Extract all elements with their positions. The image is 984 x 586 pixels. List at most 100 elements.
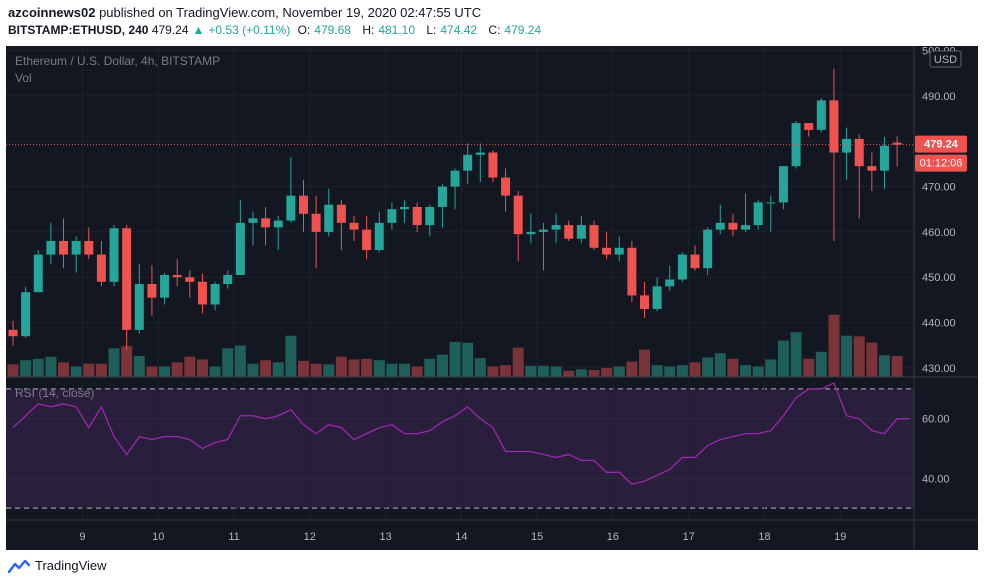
candle-body: [109, 228, 119, 282]
volume-bar: [247, 363, 259, 377]
candle-body: [892, 142, 902, 145]
time-tick-label: 16: [607, 531, 619, 543]
volume-bar: [58, 362, 70, 377]
volume-bar: [159, 366, 171, 377]
candle-body: [172, 274, 182, 278]
volume-bar: [297, 360, 309, 377]
volume-bar: [424, 358, 436, 377]
candlestick-chart[interactable]: 430.00440.00450.00460.00470.00480.00490.…: [6, 46, 978, 550]
volume-bar: [146, 366, 158, 377]
volume-bar: [702, 357, 714, 377]
candle-body: [450, 170, 460, 187]
candle-body: [475, 152, 485, 155]
candle-body: [463, 154, 473, 171]
candle-body: [400, 206, 410, 210]
price-tick-label: 490.00: [922, 91, 956, 103]
candle-body: [753, 202, 763, 226]
volume-bar: [348, 359, 360, 377]
volume-bar: [449, 342, 461, 377]
volume-bar: [525, 365, 537, 377]
volume-bar: [689, 362, 701, 377]
candle-body: [387, 209, 397, 223]
candle-body: [46, 240, 56, 255]
volume-bar: [20, 360, 32, 377]
candle-body: [235, 222, 245, 275]
volume-bar: [373, 360, 385, 377]
volume-bar: [411, 366, 423, 377]
candle-body: [362, 229, 372, 251]
volume-bar: [70, 366, 82, 377]
time-tick-label: 10: [152, 531, 164, 543]
ohlc-line: BITSTAMP:ETHUSD, 240 479.24 ▲ +0.53 (+0.11…: [8, 23, 978, 41]
candle-body: [286, 195, 296, 221]
volume-bar: [234, 345, 246, 377]
currency-badge[interactable]: [929, 50, 962, 68]
volume-bar: [285, 335, 297, 377]
candle-body: [349, 222, 359, 230]
candle-body: [147, 284, 157, 298]
last-price: 479.24: [151, 23, 189, 37]
candle-body: [703, 229, 713, 269]
volume-bar: [487, 366, 499, 377]
candle-body: [8, 329, 18, 337]
volume-bar: [474, 358, 486, 377]
volume-bar: [803, 358, 815, 377]
candle-body: [816, 100, 826, 130]
last-price-tag: [915, 135, 967, 153]
candle-body: [488, 152, 498, 178]
volume-bar: [588, 370, 600, 377]
time-tick-label: 9: [79, 531, 85, 543]
symbol-label: BITSTAMP:ETHUSD, 240: [8, 23, 149, 37]
change-value: +0.53 (+0.11%): [208, 23, 291, 37]
volume-bar: [626, 361, 638, 377]
time-tick-label: 18: [758, 531, 770, 543]
candle-body: [298, 195, 308, 214]
candle-body: [374, 222, 384, 251]
time-tick-label: 17: [683, 531, 695, 543]
tradingview-logo-icon: [8, 559, 30, 573]
candle-body: [842, 138, 852, 153]
volume-bar: [121, 346, 133, 377]
footer-brand[interactable]: TradingView: [8, 558, 107, 573]
main-series-title: Ethereum / U.S. Dollar, 4h, BITSTAMP: [15, 54, 220, 68]
rsi-tick-label: 60.00: [922, 414, 950, 426]
candle-body: [867, 166, 877, 171]
candle-body: [589, 225, 599, 248]
volume-bar: [537, 365, 549, 377]
candle-body: [261, 218, 271, 228]
volume-label: Vol: [15, 71, 32, 85]
volume-bar: [386, 363, 398, 377]
candle-body: [677, 254, 687, 280]
volume-bar: [335, 356, 347, 377]
volume-bar: [399, 363, 411, 377]
time-tick-label: 15: [531, 531, 543, 543]
footer-brand-text: TradingView: [35, 558, 107, 573]
candle-body: [526, 231, 536, 235]
candle-body: [96, 254, 106, 282]
volume-bar: [196, 359, 208, 377]
volume-bar: [184, 356, 196, 377]
volume-bar: [613, 366, 625, 377]
volume-bar: [361, 358, 373, 377]
candle-body: [425, 206, 435, 226]
author-name[interactable]: azcoinnews02: [8, 5, 96, 20]
candle-body: [854, 138, 864, 167]
candle-body: [248, 218, 258, 223]
volume-bar: [891, 356, 903, 377]
candle-body: [412, 206, 422, 226]
volume-bar: [108, 348, 120, 377]
candle-body: [59, 240, 69, 255]
volume-bar: [853, 336, 865, 377]
volume-bar: [828, 314, 840, 377]
rsi-label: RSI (14, close): [15, 386, 94, 400]
volume-bar: [45, 356, 57, 377]
candle-body: [134, 284, 144, 330]
candle-body: [71, 240, 81, 255]
candle-body: [33, 254, 43, 293]
volume-bar: [777, 340, 789, 377]
volume-bar: [171, 362, 183, 377]
candle-body: [185, 277, 195, 282]
candle-body: [665, 279, 675, 287]
candle-body: [715, 222, 725, 230]
candle-body: [640, 295, 649, 309]
